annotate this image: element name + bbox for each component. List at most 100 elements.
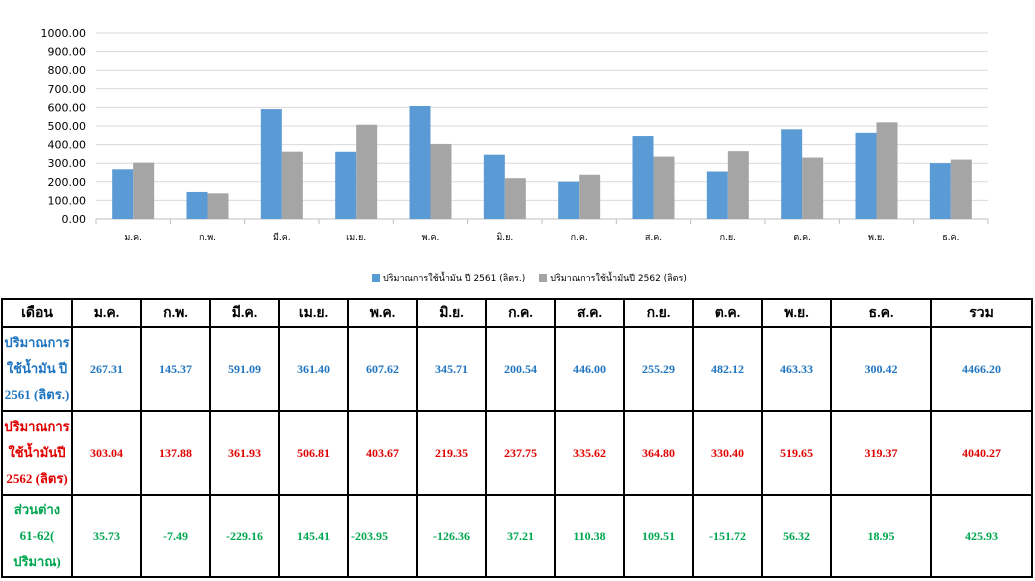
table-cell: 335.62 <box>554 410 625 496</box>
header-cell-month: เดือน <box>1 298 73 328</box>
x-tick-label: ก.ย. <box>720 233 736 243</box>
bar-2561 <box>632 136 654 219</box>
row-label-difference: ส่วนต่าง 61-62( ปริมาณ) <box>1 494 73 578</box>
row-label-line: ใช้น้ำมัน ปี <box>6 361 68 376</box>
table-cell: 303.04 <box>71 410 142 496</box>
table-cell: 18.95 <box>830 494 932 578</box>
table-cell: 345.71 <box>416 326 487 412</box>
bar-2562 <box>430 143 452 219</box>
x-tick-label: มี.ค. <box>273 232 291 243</box>
legend-swatch-2561 <box>372 274 380 282</box>
x-tick-label: พ.ค. <box>422 233 440 243</box>
legend-item-2561: ปริมาณการใช้น้ำมัน ปี 2561 (ลิตร.) <box>372 271 525 285</box>
bars <box>112 105 972 219</box>
table-cell: 219.35 <box>416 410 487 496</box>
y-tick-label: 700.00 <box>48 83 87 96</box>
bar-2561 <box>335 151 357 219</box>
header-cell: ส.ค. <box>554 298 625 328</box>
table-cell: 255.29 <box>623 326 694 412</box>
table-cell: 145.41 <box>278 494 349 578</box>
table-cell: 482.12 <box>692 326 763 412</box>
table-cell: 403.67 <box>347 410 418 496</box>
table-cell: 37.21 <box>485 494 556 578</box>
x-tick-label: ส.ค. <box>645 233 662 243</box>
table-cell: 319.37 <box>830 410 932 496</box>
row-label-line: 61-62( <box>19 528 55 543</box>
bar-2561 <box>260 109 282 219</box>
y-tick-label: 200.00 <box>48 176 87 189</box>
x-tick-label: มิ.ย. <box>496 232 513 243</box>
row-label-2562: ปริมาณการ ใช้น้ำมันปี 2562 (ลิตร) <box>1 410 73 496</box>
chart-legend: ปริมาณการใช้น้ำมัน ปี 2561 (ลิตร.) ปริมา… <box>372 271 701 285</box>
x-tick-label: ม.ค. <box>124 233 142 243</box>
header-cell: ม.ค. <box>71 298 142 328</box>
header-cell: พ.ค. <box>347 298 418 328</box>
x-tick-label: เม.ย. <box>346 233 366 243</box>
bar-chart: 0.00 100.00 200.00 300.00 400.00 500.00 600.00… <box>41 27 989 243</box>
header-cell: ต.ค. <box>692 298 763 328</box>
header-cell-total: รวม <box>930 298 1033 328</box>
table-cell: 145.37 <box>140 326 211 412</box>
header-cell: ก.ค. <box>485 298 556 328</box>
table-cell: 364.80 <box>623 410 694 496</box>
table-row-2562: ปริมาณการ ใช้น้ำมันปี 2562 (ลิตร) 303.04… <box>1 410 1033 496</box>
bar-2561 <box>855 132 877 219</box>
legend-swatch-2562 <box>539 274 548 282</box>
table-cell: -203.95 <box>347 494 418 578</box>
table-cell: 267.31 <box>71 326 142 412</box>
x-tick-label: ก.พ. <box>199 233 216 243</box>
header-cell: พ.ย. <box>761 298 832 328</box>
table-cell: 607.62 <box>347 326 418 412</box>
legend-item-2562: ปริมาณการใช้น้ำมันปี 2562 (ลิตร) <box>539 271 687 285</box>
bar-2562 <box>356 124 378 219</box>
header-cell: เม.ย. <box>278 298 349 328</box>
table-cell: -7.49 <box>140 494 211 578</box>
table-cell: -229.16 <box>209 494 280 578</box>
row-label-2561: ปริมาณการ ใช้น้ำมัน ปี 2561 (ลิตร.) <box>1 326 73 412</box>
bar-2561 <box>186 191 208 219</box>
table-cell-total: 4466.20 <box>930 326 1033 412</box>
row-label-line: ปริมาณการ <box>4 419 70 434</box>
table-row-difference: ส่วนต่าง 61-62( ปริมาณ) 35.73 -7.49 -229… <box>1 494 1033 578</box>
bar-2561 <box>112 169 134 219</box>
y-tick-label: 900.00 <box>48 46 87 59</box>
table-cell: 506.81 <box>278 410 349 496</box>
header-cell: ก.พ. <box>140 298 211 328</box>
table-cell: 361.93 <box>209 410 280 496</box>
bar-2561 <box>706 171 728 219</box>
header-cell: ธ.ค. <box>830 298 932 328</box>
bar-2561 <box>929 163 951 219</box>
y-tick-label: 300.00 <box>48 157 87 170</box>
bar-2561 <box>781 129 803 219</box>
legend-label-2561: ปริมาณการใช้น้ำมัน ปี 2561 (ลิตร.) <box>383 274 526 284</box>
table-row-2561: ปริมาณการ ใช้น้ำมัน ปี 2561 (ลิตร.) 267.… <box>1 326 1033 412</box>
bar-2562 <box>653 156 675 219</box>
header-cell: มี.ค. <box>209 298 280 328</box>
bar-2562 <box>876 122 898 219</box>
y-axis-ticks: 0.00 100.00 200.00 300.00 400.00 500.00 600.00… <box>41 27 87 226</box>
bar-2562 <box>281 151 303 219</box>
bar-2562 <box>727 151 749 219</box>
table-cell: 137.88 <box>140 410 211 496</box>
table-cell: 330.40 <box>692 410 763 496</box>
bar-2561 <box>483 154 505 219</box>
gridlines <box>95 32 989 224</box>
x-axis-ticks: ม.ค. ก.พ. มี.ค. เม.ย. พ.ค. มิ.ย. ก.ค. ส.ค. ก.ย. ต… <box>124 232 959 243</box>
table-cell: 56.32 <box>761 494 832 578</box>
table-cell: 35.73 <box>71 494 142 578</box>
y-tick-label: 1000.00 <box>41 27 87 40</box>
y-tick-label: 500.00 <box>48 120 87 133</box>
y-tick-label: 0.00 <box>62 213 87 226</box>
header-cell: ก.ย. <box>623 298 694 328</box>
table-cell: 463.33 <box>761 326 832 412</box>
x-tick-label: พ.ย. <box>868 233 885 243</box>
row-label-line: ส่วนต่าง <box>13 502 61 517</box>
table-cell: 300.42 <box>830 326 932 412</box>
header-cell: มิ.ย. <box>416 298 487 328</box>
x-tick-label: ธ.ค. <box>942 233 959 243</box>
row-label-line: ใช้น้ำมันปี <box>8 445 66 460</box>
bar-2562 <box>802 157 824 219</box>
table-cell: 109.51 <box>623 494 694 578</box>
table-cell: 237.75 <box>485 410 556 496</box>
y-tick-label: 600.00 <box>48 101 87 114</box>
